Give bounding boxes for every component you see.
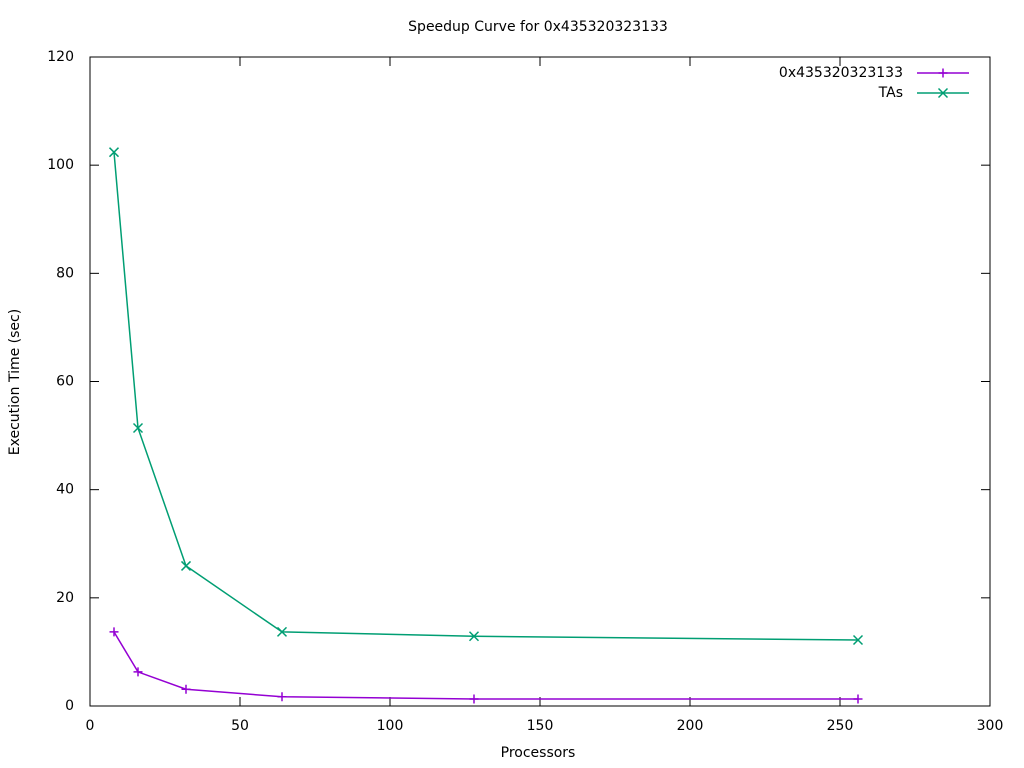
series-line	[113, 631, 858, 700]
marker	[181, 684, 191, 694]
y-tick-label: 60	[56, 374, 74, 390]
legend-label: 0x435320323133	[779, 65, 903, 81]
y-tick-label: 80	[56, 265, 74, 281]
marker	[133, 667, 143, 677]
marker	[109, 627, 119, 637]
x-tick-label: 300	[977, 718, 1004, 734]
legend-label: TAs	[878, 85, 903, 101]
y-tick-label: 120	[47, 49, 74, 65]
marker	[938, 68, 948, 78]
marker	[108, 147, 120, 158]
x-axis-label: Processors	[501, 745, 576, 761]
y-axis-label: Execution Time (sec)	[7, 309, 23, 455]
x-tick-label: 200	[677, 718, 704, 734]
marker	[277, 692, 287, 702]
x-tick-label: 100	[377, 718, 404, 734]
x-tick-label: 150	[527, 718, 554, 734]
y-tick-label: 100	[47, 157, 74, 173]
y-tick-label: 40	[56, 482, 74, 498]
marker	[132, 422, 144, 434]
x-tick-label: 250	[827, 718, 854, 734]
y-tick-label: 20	[56, 590, 74, 606]
y-tick-label: 0	[65, 698, 74, 714]
series-line	[113, 152, 859, 641]
marker	[180, 560, 192, 571]
marker	[276, 626, 288, 637]
marker	[468, 631, 480, 642]
marker	[853, 694, 863, 704]
x-tick-label: 0	[86, 718, 95, 734]
x-tick-label: 50	[231, 718, 249, 734]
marker	[937, 87, 949, 99]
marker	[469, 694, 479, 704]
chart-title: Speedup Curve for 0x435320323133	[408, 19, 668, 35]
marker	[852, 634, 864, 646]
